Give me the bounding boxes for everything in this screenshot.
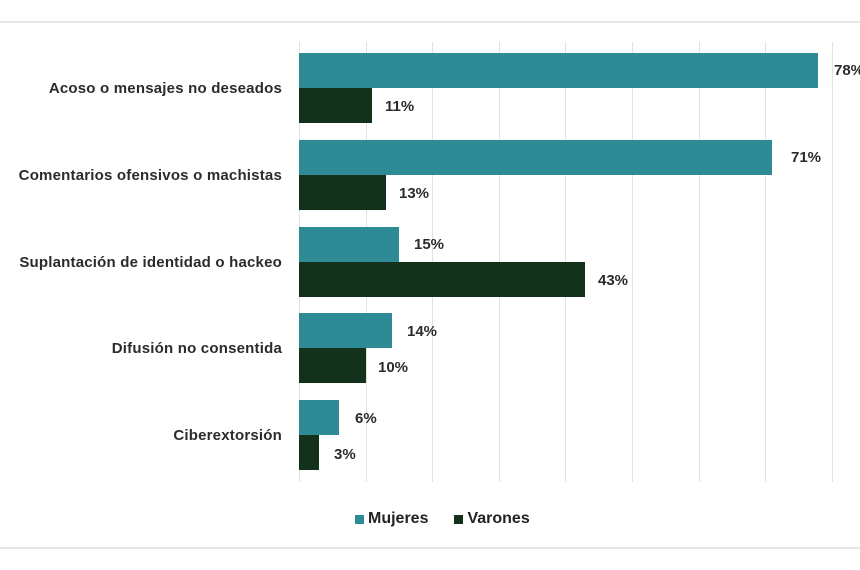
bar-varones xyxy=(299,262,585,297)
bar-varones xyxy=(299,175,386,210)
bar-varones xyxy=(299,435,319,470)
legend-label: Mujeres xyxy=(368,510,429,527)
category-label: Difusión no consentida xyxy=(111,340,282,357)
bar-varones xyxy=(299,348,366,383)
legend-item-varones: Varones xyxy=(454,510,530,528)
category-label: Ciberextorsión xyxy=(173,427,282,444)
swatch-mujeres-icon xyxy=(355,514,364,524)
top-rule xyxy=(0,21,860,23)
swatch-varones-icon xyxy=(454,514,464,524)
bar-varones xyxy=(299,88,372,123)
value-label: 3% xyxy=(334,446,356,463)
value-label: 6% xyxy=(355,410,377,427)
value-label: 14% xyxy=(407,323,438,340)
bar-mujeres xyxy=(299,53,818,88)
category-label: Acoso o mensajes no deseados xyxy=(48,80,282,97)
bar-mujeres xyxy=(299,400,339,435)
value-label: 13% xyxy=(399,185,430,202)
gridline xyxy=(632,42,633,482)
value-label: 10% xyxy=(378,359,409,376)
gridline xyxy=(699,42,700,482)
legend-label: Varones xyxy=(467,510,530,527)
value-label: 78% xyxy=(834,62,860,79)
gridline xyxy=(832,42,833,482)
category-label: Suplantación de identidad o hackeo xyxy=(19,254,282,271)
value-label: 43% xyxy=(598,272,629,289)
bar-mujeres xyxy=(299,140,772,175)
value-label: 71% xyxy=(791,149,822,166)
value-label: 11% xyxy=(385,98,415,115)
bar-mujeres xyxy=(299,227,399,262)
value-label: 15% xyxy=(414,236,445,253)
legend: Mujeres Varones xyxy=(355,510,530,528)
gridline xyxy=(765,42,766,482)
category-label: Comentarios ofensivos o machistas xyxy=(18,167,282,184)
bottom-rule xyxy=(0,547,860,549)
bar-mujeres xyxy=(299,313,392,348)
legend-item-mujeres: Mujeres xyxy=(355,510,428,528)
